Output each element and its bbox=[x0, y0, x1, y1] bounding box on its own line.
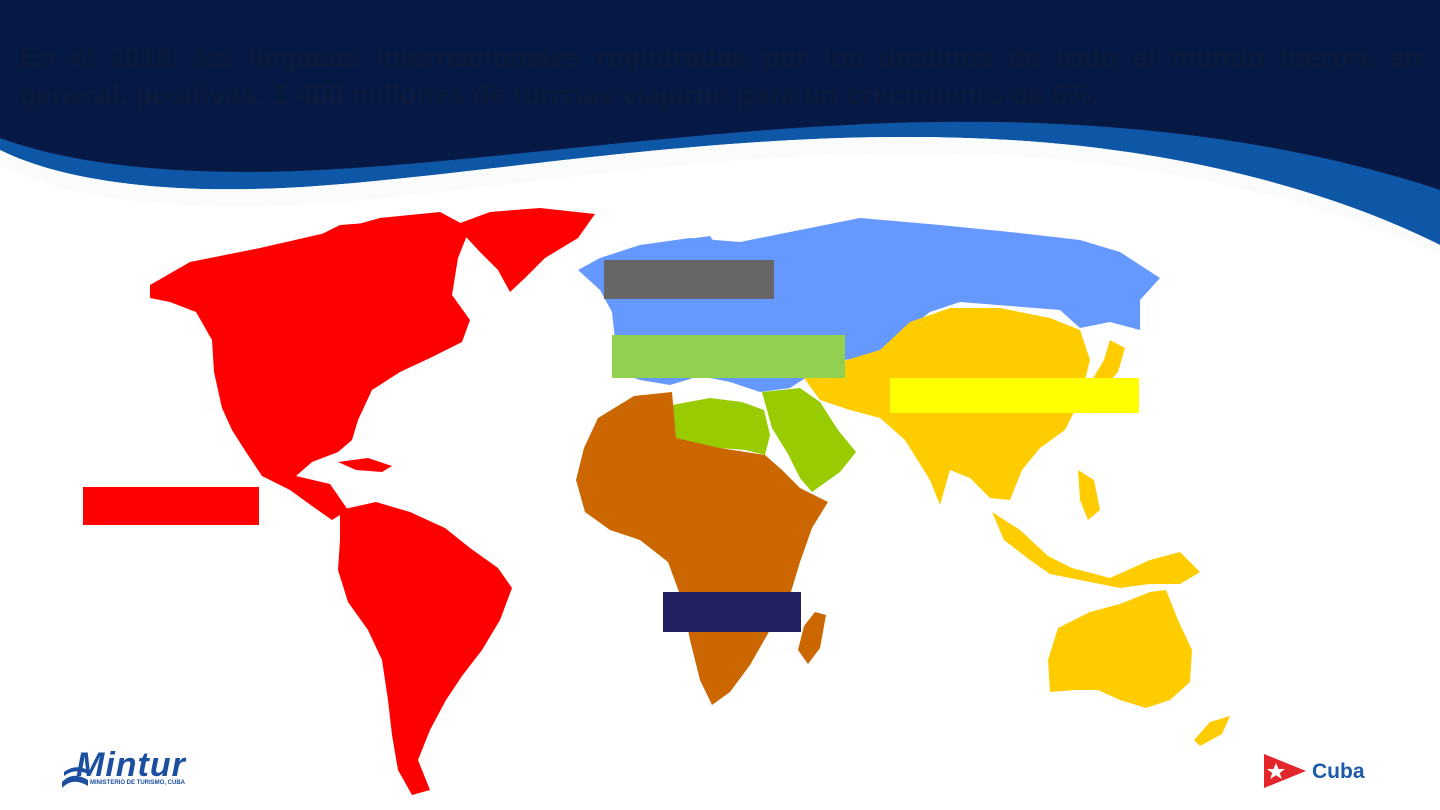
cuba-flag-star-icon bbox=[1262, 752, 1308, 790]
cuba-logo: Cuba bbox=[1262, 752, 1382, 792]
region-pacific-australia bbox=[1048, 590, 1192, 708]
mintur-logo: Mintur MINISTERIO DE TURISMO, CUBA bbox=[60, 750, 230, 792]
cuba-wordmark: Cuba bbox=[1312, 760, 1365, 784]
middle-east-label-box bbox=[612, 335, 845, 378]
americas-label-box bbox=[83, 487, 259, 525]
region-pacific-new-zealand bbox=[1194, 716, 1230, 746]
region-americas-caribbean bbox=[338, 458, 392, 472]
asia-pacific-label-box bbox=[890, 378, 1139, 413]
region-americas-north bbox=[150, 212, 470, 520]
region-americas-greenland bbox=[455, 208, 595, 292]
region-asia-philippines bbox=[1078, 470, 1100, 520]
mintur-subtitle: MINISTERIO DE TURISMO, CUBA bbox=[90, 780, 185, 786]
region-americas-south bbox=[338, 502, 512, 795]
europe-label-box bbox=[604, 260, 774, 299]
region-africa-madagascar bbox=[798, 612, 826, 664]
region-asia-southeast-islands bbox=[992, 512, 1200, 588]
africa-label-box bbox=[663, 592, 801, 632]
